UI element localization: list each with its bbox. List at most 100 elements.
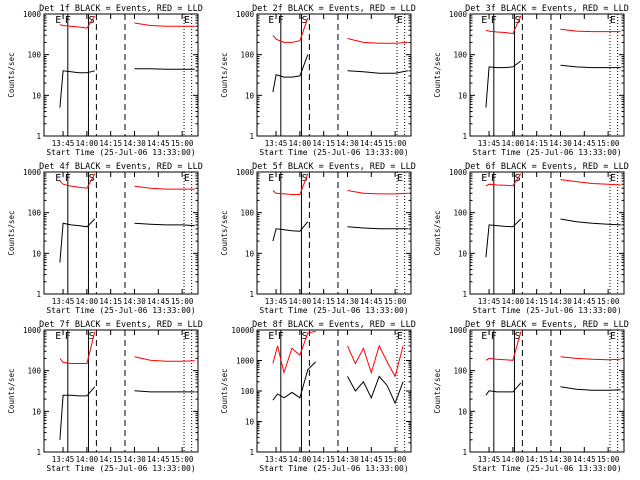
series-line-lld (485, 331, 621, 361)
panel-title: Det 4f BLACK = Events, RED = LLD (39, 162, 203, 172)
x-tick-label: 14:15 (99, 297, 122, 306)
y-axis-label: Counts/sec (7, 52, 16, 97)
y-axis-label: Counts/sec (7, 210, 16, 255)
panel-title: Det 2f BLACK = Events, RED = LLD (252, 4, 416, 14)
series-line-lld (485, 15, 621, 35)
event-marker: F (491, 173, 497, 184)
chart-panel-2: Det 2f BLACK = Events, RED = LLD 1 10 100 10… (220, 4, 416, 157)
chart-panel-1: Det 1f BLACK = Events, RED = LLD 1 10 100 10… (7, 4, 203, 157)
series-line-lld (485, 173, 621, 187)
event-marker: E (55, 331, 61, 342)
chart-panel-6: Det 6f BLACK = Events, RED = LLD 1 10 100 10… (433, 162, 629, 315)
y-axis-label: Counts/sec (7, 368, 16, 413)
x-tick-label: 14:30 (336, 139, 359, 148)
plot-frame (43, 13, 199, 137)
event-marker: E (268, 331, 274, 342)
series-line-lld (59, 331, 195, 364)
x-tick-label: 14:45 (360, 139, 383, 148)
x-axis-label: Start Time (25-Jul-06 13:33:00) (472, 148, 621, 157)
event-marker: E (184, 331, 190, 342)
y-tick-label: 10 (32, 91, 42, 100)
y-tick-label: 10 (458, 249, 468, 258)
panel-title: Det 8f BLACK = Events, RED = LLD (252, 320, 416, 330)
event-marker: F (278, 331, 284, 342)
x-tick-label: 14:15 (525, 455, 548, 464)
x-tick-label: 15:00 (597, 139, 620, 148)
series-line-events (59, 68, 195, 108)
x-tick-label: 13:45 (265, 297, 288, 306)
x-tick-label: 14:30 (549, 139, 572, 148)
y-tick-label: 1000 (23, 326, 42, 335)
x-tick-label: 14:15 (525, 297, 548, 306)
x-tick-label: 14:15 (525, 139, 548, 148)
event-marker: S (89, 173, 95, 184)
x-tick-label: 13:45 (265, 455, 288, 464)
event-marker: E (397, 173, 403, 184)
y-tick-label: 1000 (449, 326, 468, 335)
x-tick-label: 14:30 (123, 297, 146, 306)
y-tick-label: 1000 (23, 10, 42, 19)
y-axis-label: Counts/sec (220, 210, 229, 255)
event-marker: E (268, 15, 274, 26)
x-tick-label: 14:45 (573, 455, 596, 464)
y-tick-label: 10 (32, 249, 42, 258)
plot-frame (469, 171, 625, 295)
chart-panel-9: Det 9f BLACK = Events, RED = LLD 1 10 100 10… (433, 320, 629, 473)
x-tick-label: 14:15 (312, 455, 335, 464)
x-tick-label: 14:00 (76, 297, 99, 306)
x-tick-label: 14:15 (312, 139, 335, 148)
y-tick-label: 10 (245, 418, 255, 427)
y-tick-label: 1 (462, 448, 467, 457)
series-line-events (272, 361, 404, 405)
x-tick-label: 14:45 (360, 297, 383, 306)
x-tick-label: 14:30 (549, 297, 572, 306)
x-tick-label: 14:30 (123, 455, 146, 464)
y-tick-label: 100 (453, 209, 467, 218)
event-marker: E (481, 173, 487, 184)
event-marker: E (610, 15, 616, 26)
x-axis-label: Start Time (25-Jul-06 13:33:00) (259, 306, 408, 315)
y-tick-label: 1 (249, 132, 254, 141)
event-marker: S (515, 15, 521, 26)
event-marker: F (65, 331, 71, 342)
x-tick-label: 13:45 (478, 297, 501, 306)
y-axis-label: Counts/sec (220, 52, 229, 97)
x-tick-label: 13:45 (52, 455, 75, 464)
x-tick-label: 15:00 (384, 139, 407, 148)
event-marker: E (55, 15, 61, 26)
x-tick-label: 14:00 (289, 139, 312, 148)
x-tick-label: 14:45 (573, 297, 596, 306)
x-tick-label: 14:45 (147, 455, 170, 464)
y-tick-label: 1000 (449, 10, 468, 19)
series-line-lld (272, 17, 408, 44)
series-line-lld (272, 330, 404, 378)
panel-title: Det 7f BLACK = Events, RED = LLD (39, 320, 203, 330)
plot-frame (43, 329, 199, 453)
event-marker: E (268, 173, 274, 184)
x-tick-label: 14:30 (123, 139, 146, 148)
plot-frame (469, 13, 625, 137)
y-tick-label: 10000 (231, 326, 254, 335)
series-line-events (59, 386, 195, 440)
panel-title: Det 5f BLACK = Events, RED = LLD (252, 162, 416, 172)
y-tick-label: 1 (462, 290, 467, 299)
y-tick-label: 1000 (449, 168, 468, 177)
chart-panel-3: Det 3f BLACK = Events, RED = LLD 1 10 100 10… (433, 4, 629, 157)
y-tick-label: 100 (27, 51, 41, 60)
x-tick-label: 14:45 (360, 455, 383, 464)
x-tick-label: 14:45 (147, 139, 170, 148)
y-tick-label: 10 (458, 91, 468, 100)
x-tick-label: 13:45 (265, 139, 288, 148)
y-tick-label: 10 (245, 249, 255, 258)
series-line-lld (59, 15, 195, 29)
x-tick-label: 13:45 (478, 139, 501, 148)
x-tick-label: 14:00 (502, 455, 525, 464)
event-marker: F (65, 173, 71, 184)
y-tick-label: 1 (462, 132, 467, 141)
x-tick-label: 14:30 (549, 455, 572, 464)
event-marker: S (89, 331, 95, 342)
y-axis-label: Counts/sec (220, 368, 229, 413)
y-axis-label: Counts/sec (433, 52, 442, 97)
plot-frame (469, 329, 625, 453)
chart-panel-4: Det 4f BLACK = Events, RED = LLD 1 10 100 10… (7, 162, 203, 315)
